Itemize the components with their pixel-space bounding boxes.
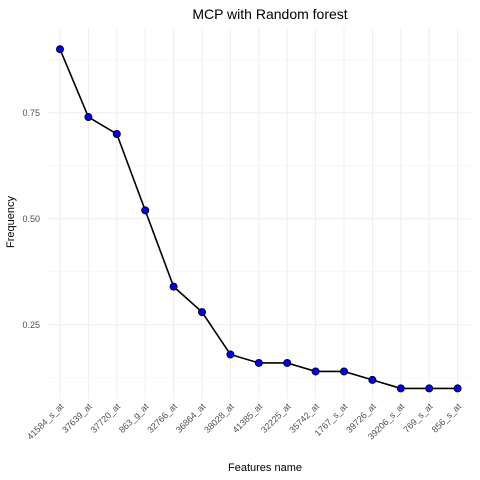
x-tick-label: 856_s_at bbox=[430, 401, 464, 435]
data-point bbox=[84, 113, 93, 122]
data-point bbox=[311, 367, 320, 376]
points-group bbox=[56, 45, 462, 393]
x-tick-label: 41584_s_at bbox=[25, 401, 66, 442]
x-axis-title: Features name bbox=[228, 462, 302, 474]
data-point bbox=[112, 129, 121, 138]
y-tick-label: 0.25 bbox=[22, 320, 40, 330]
x-axis-ticks: 41584_s_at37639_at37720_at863_g_at32766_… bbox=[25, 401, 463, 442]
grid bbox=[47, 28, 471, 399]
x-tick-label: 38028_at bbox=[202, 401, 236, 435]
data-point bbox=[197, 308, 206, 317]
x-tick-label: 769_s_at bbox=[401, 401, 435, 435]
data-point bbox=[169, 282, 178, 291]
x-tick-label: 37639_at bbox=[60, 401, 94, 435]
x-tick-label: 41385_at bbox=[231, 401, 265, 435]
data-point bbox=[226, 350, 235, 359]
data-point bbox=[453, 384, 462, 393]
x-tick-label: 37720_at bbox=[89, 401, 123, 435]
x-tick-label: 32766_at bbox=[145, 401, 179, 435]
x-tick-label: 36864_at bbox=[174, 401, 208, 435]
data-point bbox=[283, 358, 292, 367]
x-tick-label: 863_g_at bbox=[117, 401, 151, 435]
data-point bbox=[141, 206, 150, 215]
data-point bbox=[339, 367, 348, 376]
y-tick-label: 0.50 bbox=[22, 214, 40, 224]
data-point bbox=[425, 384, 434, 393]
y-tick-label: 0.75 bbox=[22, 108, 40, 118]
y-axis-title: Frequency bbox=[5, 196, 17, 248]
data-point bbox=[396, 384, 405, 393]
data-point bbox=[254, 358, 263, 367]
y-axis-ticks: 0.25 0.50 0.75 bbox=[22, 108, 40, 330]
chart-title: MCP with Random forest bbox=[192, 6, 347, 22]
data-point bbox=[56, 45, 65, 54]
x-tick-label: 32225_at bbox=[259, 401, 293, 435]
data-point bbox=[368, 375, 377, 384]
